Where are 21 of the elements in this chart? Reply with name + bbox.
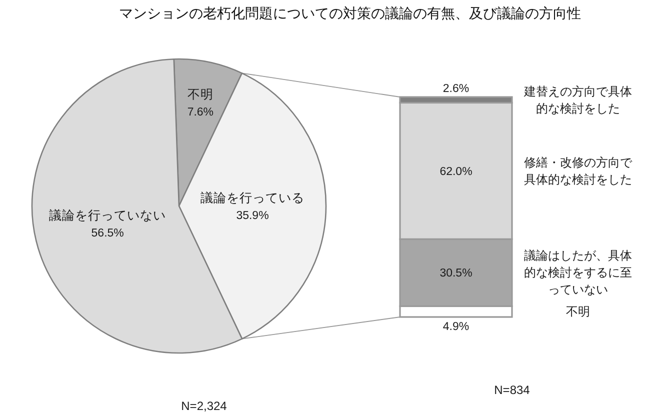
slice-label: 7.6% xyxy=(187,106,214,118)
series-label: 的な検討をするに至 xyxy=(524,266,632,280)
series-label: 的な検討をした xyxy=(536,101,620,116)
series-label: っていない xyxy=(548,282,608,297)
series-label: 建替えの方向で具体 xyxy=(524,84,632,98)
slice-label: 議論を行っていない xyxy=(49,208,166,222)
data-label: 30.5% xyxy=(440,268,472,280)
data-label: 2.6% xyxy=(442,83,470,95)
data-label: 4.9% xyxy=(442,321,470,333)
slice-label: 35.9% xyxy=(236,210,269,222)
data-label: 62.0% xyxy=(440,166,472,178)
series-label: 具体的な検討をした xyxy=(524,172,632,186)
title: マンションの老朽化問題についての対策の議論の有無、及び議論の方向性 xyxy=(119,6,581,22)
slice-label: 議論を行っている xyxy=(200,190,304,205)
series-label: 修繕・改修の方向で xyxy=(524,155,632,170)
series-label: 不明 xyxy=(566,304,590,319)
slice-label: 不明 xyxy=(187,87,214,102)
annotation: N=834 xyxy=(494,383,530,397)
slice-label: 56.5% xyxy=(91,227,124,240)
annotation: N=2,324 xyxy=(181,399,227,413)
series-label: 議論はしたが、具体 xyxy=(524,248,632,263)
